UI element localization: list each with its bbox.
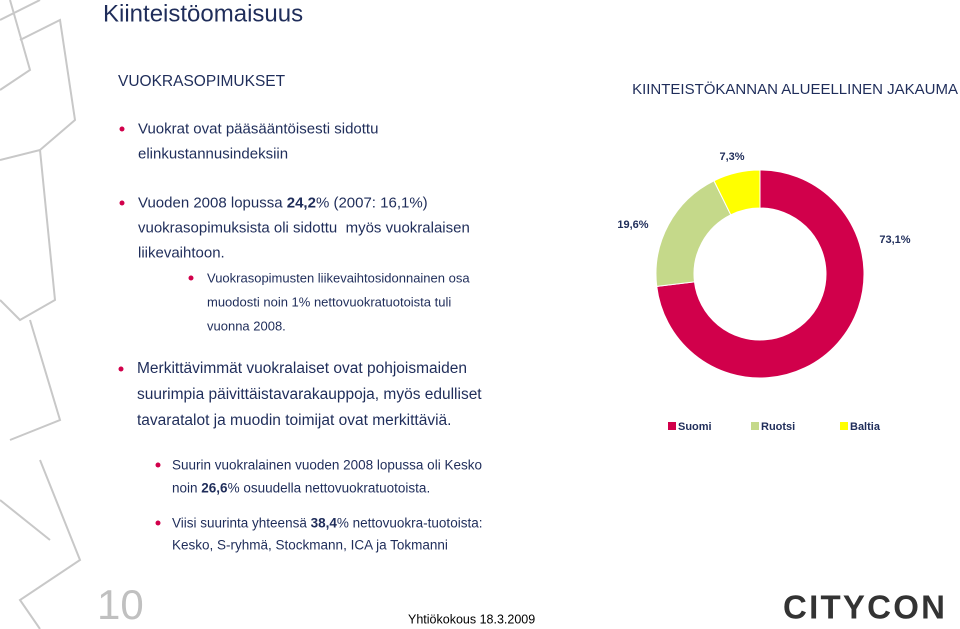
- legend-label: Baltia: [850, 421, 881, 433]
- text-run: Vuokrasopimusten liikevaihtosidonnainen …: [207, 270, 470, 286]
- text-run: 26,6: [201, 480, 228, 496]
- bullet-line: liikevaihtoon.: [138, 245, 225, 262]
- bullet-dot: [119, 200, 125, 206]
- section-heading: VUOKRASOPIMUKSET: [118, 73, 286, 90]
- bullet-line: vuokrasopimuksista oli sidottu myös vuok…: [138, 220, 470, 237]
- legend-label: Suomi: [678, 421, 712, 433]
- data-label: 7,3%: [719, 151, 744, 163]
- text-run: Vuoden 2008 lopussa: [138, 194, 287, 212]
- bullet-line: tavaratalot ja muodin toimijat ovat merk…: [137, 412, 451, 430]
- legend-label: Ruotsi: [761, 421, 795, 433]
- bullet-line: muodosti noin 1% nettovuokratuotoista tu…: [207, 295, 451, 310]
- legend-swatch: [751, 422, 759, 430]
- text-run: 24,2: [286, 194, 316, 212]
- bullet-line: Viisi suurinta yhteensä 38,4% nettovuokr…: [172, 516, 482, 531]
- donut-segment: [656, 169, 865, 379]
- bullet-line: noin 26,6% osuudella nettovuokratuotoist…: [172, 481, 430, 496]
- bullet-dot: [155, 462, 161, 468]
- chart-title: KIINTEISTÖKANNAN ALUEELLINEN JAKAUMA: [632, 80, 958, 98]
- bullet-line: Vuokrasopimusten liikevaihtosidonnainen …: [207, 271, 470, 286]
- bullet-line: suurimpia päivittäistavarakauppoja, myös…: [137, 386, 482, 404]
- legend-swatch: [840, 422, 848, 430]
- text-run: vuonna 2008.: [207, 318, 286, 334]
- text-run: tavaratalot ja muodin toimijat ovat merk…: [137, 412, 452, 429]
- text-run: Vuokrat ovat pääsääntöisesti sidottu: [138, 120, 379, 138]
- decoration: [0, 0, 82, 629]
- data-label: 19,6%: [617, 219, 648, 231]
- bullet-dot: [118, 366, 124, 372]
- text-run: elinkustannusindeksiin: [138, 145, 289, 163]
- bullet-line: Vuokrat ovat pääsääntöisesti sidottu: [138, 121, 378, 138]
- donut-segment: [655, 180, 732, 287]
- data-label: 73,1%: [879, 234, 910, 246]
- text-run: Kesko, S-ryhmä, Stockmann, ICA ja Tokman…: [172, 537, 448, 553]
- text-run: vuokrasopimuksista oli sidottu myös vuok…: [138, 219, 470, 237]
- text-run: muodosti noin 1% nettovuokratuotoista tu…: [207, 294, 452, 310]
- text-run: suurimpia päivittäistavarakauppoja, myös…: [137, 386, 482, 403]
- logo: CITYCON: [783, 589, 945, 626]
- text-run: liikevaihtoon.: [138, 244, 225, 262]
- bullet-dot: [188, 275, 194, 281]
- text-run: % (2007: 16,1%): [315, 194, 428, 212]
- text-run: Merkittävimmät vuokralaiset ovat pohjois…: [137, 360, 467, 377]
- text-run: % nettovuokra-tuotoista:: [336, 515, 483, 531]
- bullet-line: vuonna 2008.: [207, 319, 286, 334]
- slide-title: Kiinteistöomaisuus: [103, 0, 303, 27]
- footer: Yhtiökokous 18.3.2009: [408, 612, 535, 626]
- text-run: noin: [172, 480, 202, 496]
- legend-swatch: [668, 422, 676, 430]
- text-run: Suurin vuokralainen vuoden 2008 lopussa …: [172, 457, 482, 473]
- bullet-line: Merkittävimmät vuokralaiset ovat pohjois…: [137, 360, 467, 378]
- text-run: Viisi suurinta yhteensä: [172, 515, 311, 531]
- bullet-line: Kesko, S-ryhmä, Stockmann, ICA ja Tokman…: [172, 538, 448, 553]
- donut-segment: [713, 169, 761, 216]
- text-run: % osuudella nettovuokratuotoista.: [227, 480, 431, 496]
- bullet-dot: [155, 520, 161, 526]
- bullet-line: elinkustannusindeksiin: [138, 146, 288, 163]
- bullet-line: Suurin vuokralainen vuoden 2008 lopussa …: [172, 458, 482, 473]
- bullet-line: Vuoden 2008 lopussa 24,2% (2007: 16,1%): [138, 195, 428, 212]
- bullet-dot: [119, 126, 125, 132]
- page-number: 10: [97, 581, 144, 628]
- text-run: 38,4: [310, 515, 337, 531]
